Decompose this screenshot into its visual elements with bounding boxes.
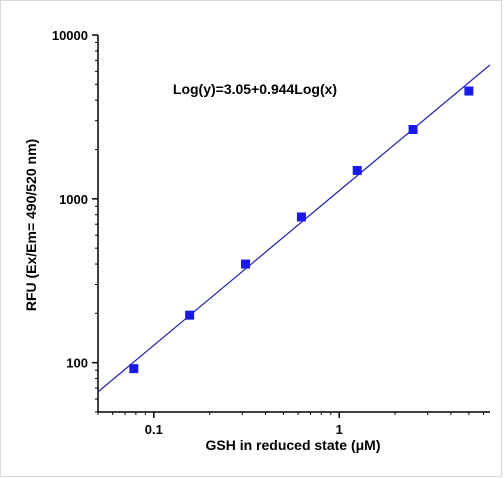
y-ticks: 100 1000 10000 [52, 28, 98, 413]
fit-line [97, 64, 491, 393]
y-tick-label: 1000 [59, 192, 88, 207]
data-point [185, 310, 195, 320]
data-point [241, 259, 251, 269]
equation-annotation: Log(y)=3.05+0.944Log(x) [173, 81, 337, 97]
x-axis-title: GSH in reduced state (μM) [205, 437, 380, 453]
data-point [464, 86, 474, 96]
data-point [296, 212, 306, 222]
x-ticks: 0.1 1 [97, 412, 485, 437]
x-tick-label: 0.1 [145, 422, 163, 437]
data-point [408, 124, 418, 134]
data-point [129, 364, 139, 374]
data-points [129, 86, 474, 374]
y-tick-label: 10000 [52, 28, 88, 43]
y-tick-label: 100 [66, 356, 88, 371]
data-point [352, 165, 362, 175]
x-tick-label: 1 [336, 422, 343, 437]
y-axis-title: RFU (Ex/Em= 490/520 nm) [23, 139, 39, 311]
